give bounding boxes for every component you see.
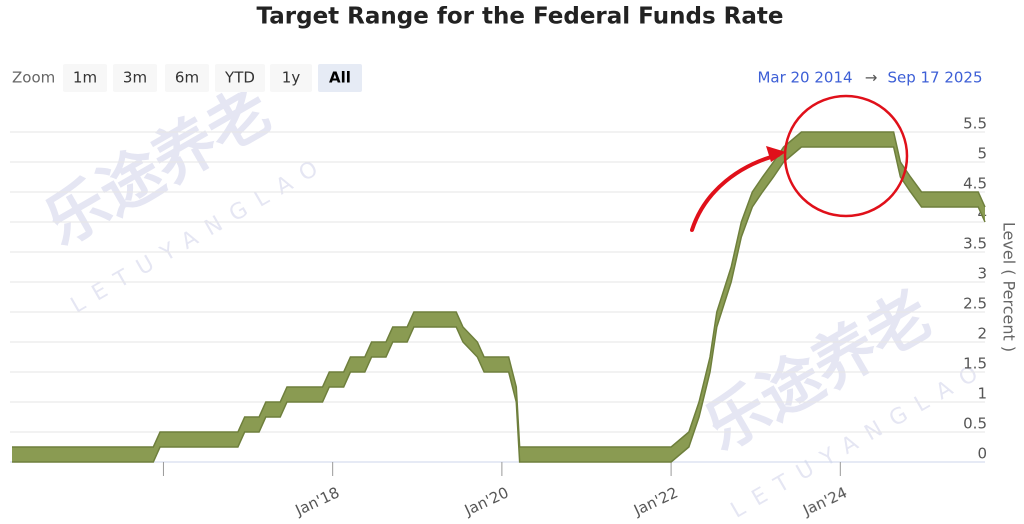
zoom-button-label[interactable]: All [329,69,351,87]
x-tick-label: Jan'24 [799,483,850,519]
x-tick-label: Jan'20 [461,483,512,519]
zoom-button[interactable] [113,64,157,92]
y-tick-label: 1 [977,385,987,403]
y-tick-label: 3 [977,265,987,283]
y-tick-label: 0.5 [963,415,987,433]
watermark-brand: 乐途养老 [692,278,943,465]
watermark-brand: 乐途养老 [32,73,283,260]
zoom-button-label[interactable]: 6m [175,69,199,87]
zoom-button-label[interactable]: 1m [73,69,97,87]
range-separator: → [865,69,878,87]
highlight-arrow-head [766,146,786,162]
y-tick-label: 3.5 [963,235,987,253]
zoom-button-label[interactable]: 3m [123,69,147,87]
y-tick-label: 1.5 [963,355,987,373]
x-tick-label: Jan'18 [292,483,343,519]
y-tick-label: 2.5 [963,295,987,313]
range-edge-low [12,146,986,463]
y-tick-label: 5.5 [963,115,987,133]
chart-title: Target Range for the Federal Funds Rate [257,4,784,30]
zoom-button[interactable] [165,64,209,92]
zoom-button-label[interactable]: YTD [224,69,255,87]
x-tick-label: Jan'22 [630,483,681,519]
range-edge-high [12,131,986,448]
y-axis-title: Level ( Percent ) [1000,222,1019,352]
highlight-arrow [690,153,780,232]
zoom-button-label[interactable]: 1y [282,69,301,87]
range-to[interactable]: Sep 17 2025 [887,69,982,87]
zoom-button[interactable] [215,64,265,92]
y-tick-label: 4.5 [963,175,987,193]
zoom-button[interactable] [270,64,312,92]
highlight-circle [783,94,909,218]
zoom-button[interactable] [318,64,362,92]
range-from[interactable]: Mar 20 2014 [757,69,852,87]
y-tick-label: 0 [977,445,987,463]
zoom-label: Zoom [12,69,55,87]
zoom-button[interactable] [63,64,107,92]
y-tick-label: 5 [977,145,987,163]
y-tick-label: 2 [977,325,987,343]
